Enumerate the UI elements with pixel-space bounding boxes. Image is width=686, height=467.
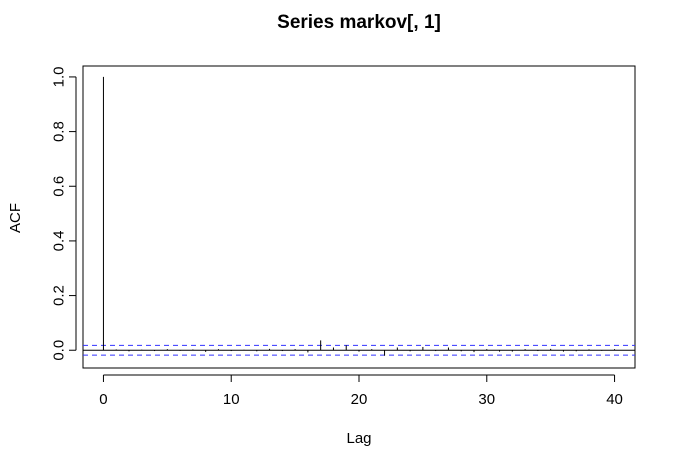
chart-title: Series markov[, 1] xyxy=(277,12,441,33)
y-tick-label: 0.0 xyxy=(51,340,68,361)
y-tick-label: 0.8 xyxy=(51,121,68,142)
x-tick-label: 10 xyxy=(223,391,240,408)
y-tick-label: 0.4 xyxy=(51,230,68,251)
x-axis-label: Lag xyxy=(346,430,371,447)
x-axis: 0 10 20 30 40 xyxy=(99,374,623,408)
acf-marks xyxy=(102,76,616,356)
y-tick-label: 0.2 xyxy=(51,285,68,306)
x-tick-label: 20 xyxy=(351,391,368,408)
y-axis: 0.0 0.2 0.4 0.6 0.8 1.0 xyxy=(51,67,77,361)
x-tick-label: 40 xyxy=(606,391,623,408)
x-tick-label: 30 xyxy=(478,391,495,408)
y-tick-label: 1.0 xyxy=(51,67,68,88)
x-tick-label: 0 xyxy=(99,391,107,408)
y-axis-label: ACF xyxy=(7,203,24,233)
plot-frame xyxy=(82,65,636,369)
y-tick-label: 0.6 xyxy=(51,176,68,197)
